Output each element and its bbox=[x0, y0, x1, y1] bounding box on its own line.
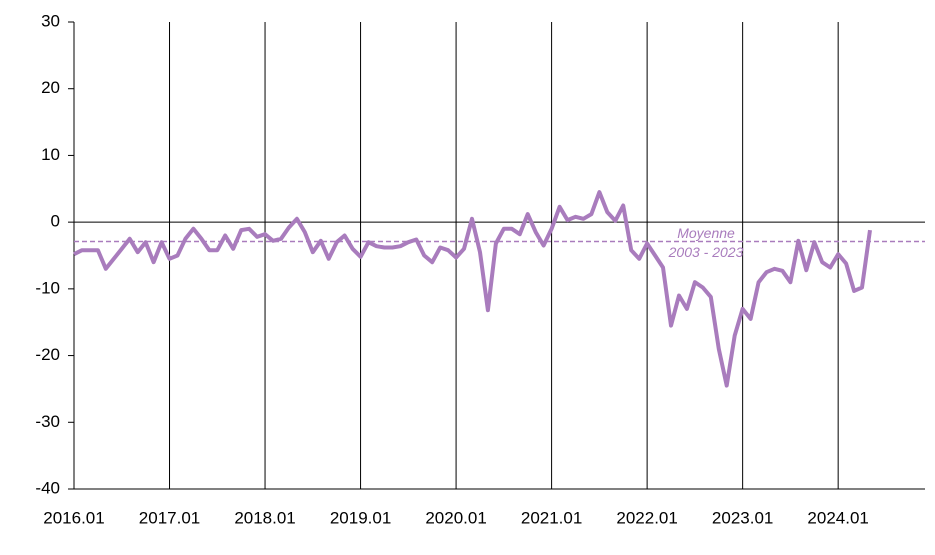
x-tick-label: 2024.01 bbox=[807, 508, 868, 527]
x-tick-label: 2023.01 bbox=[712, 508, 773, 527]
x-tick-label: 2018.01 bbox=[234, 508, 295, 527]
y-tick-label: -30 bbox=[35, 412, 60, 431]
y-tick-label: 30 bbox=[41, 11, 60, 30]
y-tick-label: -10 bbox=[35, 278, 60, 297]
y-tick-label: 20 bbox=[41, 78, 60, 97]
x-tick-label: 2022.01 bbox=[616, 508, 677, 527]
x-tick-label: 2017.01 bbox=[139, 508, 200, 527]
average-label: Moyenne bbox=[677, 225, 735, 241]
y-tick-label: 10 bbox=[41, 145, 60, 164]
y-tick-label: -20 bbox=[35, 345, 60, 364]
series-line bbox=[73, 190, 872, 388]
x-tick-label: 2016.01 bbox=[43, 508, 104, 527]
x-tick-label: 2019.01 bbox=[330, 508, 391, 527]
y-tick-label: 0 bbox=[51, 212, 60, 231]
average-label: 2003 - 2023 bbox=[668, 244, 744, 260]
x-tick-label: 2021.01 bbox=[521, 508, 582, 527]
x-tick-label: 2020.01 bbox=[425, 508, 486, 527]
y-tick-label: -40 bbox=[35, 478, 60, 497]
